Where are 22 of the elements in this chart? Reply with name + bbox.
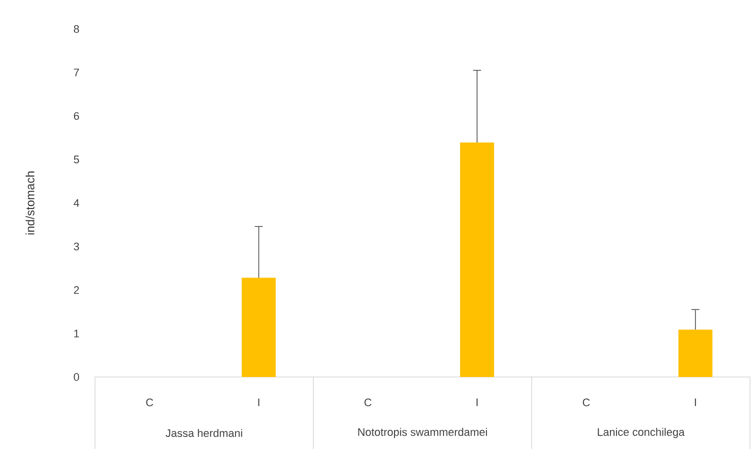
y-tick-label: 0 (74, 373, 80, 381)
y-tick-label: 7 (74, 68, 79, 76)
x-tick-label: I (258, 398, 260, 406)
x-tick-label: I (694, 398, 696, 406)
x-tick-label: C (364, 398, 372, 406)
bar (242, 278, 276, 377)
y-tick-label: 3 (74, 242, 80, 250)
text: Nototropis swammerdamei (358, 428, 487, 438)
text: Jassa herdmani (166, 428, 242, 438)
x-tick-label: C (582, 398, 590, 406)
x-tick-label: I (476, 398, 478, 406)
bar (460, 142, 494, 377)
text: Lanice conchilega (598, 428, 685, 438)
y-tick-label: 2 (74, 286, 79, 294)
y-axis-title: ind/stomach (26, 172, 34, 234)
y-tick-label: 6 (74, 112, 80, 120)
x-tick-label: C (146, 398, 154, 406)
bar (678, 330, 712, 377)
y-tick-label: 4 (74, 199, 80, 207)
y-tick-label: 1 (74, 330, 79, 338)
y-tick-label: 8 (74, 25, 80, 33)
y-tick-label: 5 (74, 156, 80, 164)
